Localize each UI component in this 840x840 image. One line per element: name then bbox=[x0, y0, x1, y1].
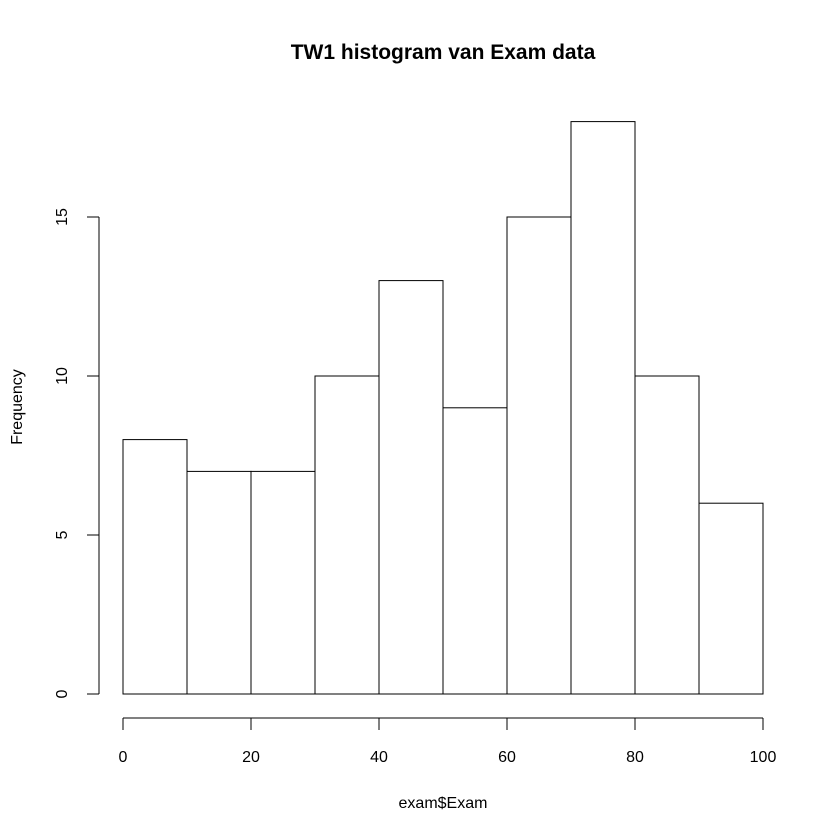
histogram-bar-60-70 bbox=[506, 216, 572, 695]
x-tick-label: 40 bbox=[370, 749, 388, 766]
histogram-bar-40-50 bbox=[378, 280, 444, 695]
histogram-bar-50-60 bbox=[442, 407, 508, 695]
bars-group bbox=[122, 121, 764, 695]
histogram-bar-90-100 bbox=[698, 502, 764, 695]
histogram-bar-70-80 bbox=[570, 121, 636, 695]
x-tick-label: 0 bbox=[119, 749, 128, 766]
y-tick-label: 5 bbox=[54, 530, 71, 539]
y-tick-label: 0 bbox=[54, 689, 71, 698]
x-tick-label: 100 bbox=[750, 749, 777, 766]
histogram-bar-10-20 bbox=[186, 470, 252, 695]
y-tick-label: 10 bbox=[54, 367, 71, 385]
histogram-bar-20-30 bbox=[250, 470, 316, 695]
histogram-bar-80-90 bbox=[634, 375, 700, 695]
y-tick-label: 15 bbox=[54, 208, 71, 226]
y-axis: 0 5 10 15 bbox=[54, 208, 100, 698]
x-tick-label: 20 bbox=[242, 749, 260, 766]
x-axis-label: exam$Exam bbox=[399, 795, 488, 812]
histogram-bar-0-10 bbox=[122, 439, 188, 695]
x-axis: 0 20 40 60 80 100 bbox=[119, 717, 777, 766]
histogram-bar-30-40 bbox=[314, 375, 380, 695]
chart-title: TW1 histogram van Exam data bbox=[291, 41, 596, 64]
y-axis-label: Frequency bbox=[9, 369, 26, 445]
x-tick-label: 80 bbox=[626, 749, 644, 766]
x-tick-label: 60 bbox=[498, 749, 516, 766]
